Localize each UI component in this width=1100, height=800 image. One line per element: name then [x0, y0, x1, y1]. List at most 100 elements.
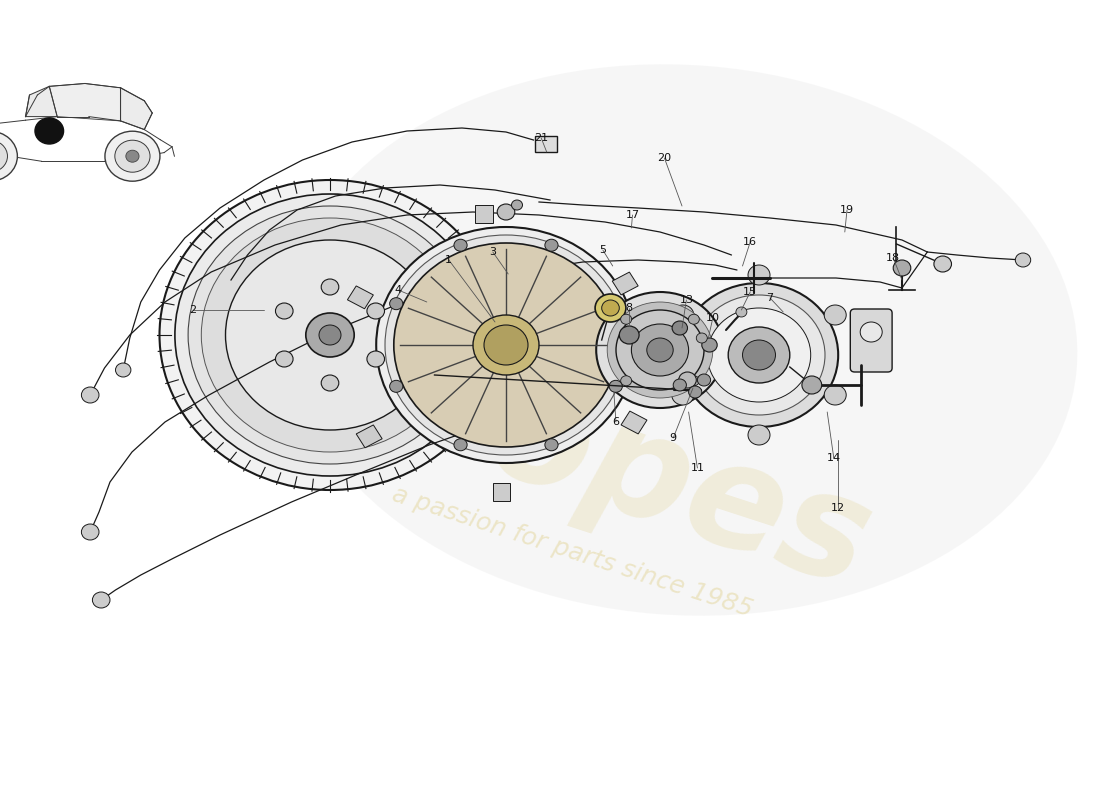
- Circle shape: [616, 310, 704, 390]
- Text: a passion for parts since 1985: a passion for parts since 1985: [388, 482, 756, 622]
- Circle shape: [376, 227, 636, 463]
- Circle shape: [736, 307, 747, 317]
- Circle shape: [748, 265, 770, 285]
- Circle shape: [602, 300, 619, 316]
- Circle shape: [693, 295, 825, 415]
- Circle shape: [92, 592, 110, 608]
- Circle shape: [619, 326, 639, 344]
- Circle shape: [544, 438, 558, 450]
- Circle shape: [620, 314, 631, 324]
- Circle shape: [201, 218, 459, 452]
- Circle shape: [81, 524, 99, 540]
- Circle shape: [484, 325, 528, 365]
- Circle shape: [647, 338, 673, 362]
- Circle shape: [125, 150, 139, 162]
- Circle shape: [748, 425, 770, 445]
- Text: 17: 17: [626, 210, 639, 220]
- Circle shape: [385, 235, 627, 455]
- Circle shape: [616, 310, 704, 390]
- Circle shape: [512, 200, 522, 210]
- Circle shape: [394, 243, 618, 447]
- Text: 5: 5: [600, 245, 606, 255]
- Circle shape: [389, 380, 403, 392]
- Circle shape: [1015, 253, 1031, 267]
- Polygon shape: [121, 88, 152, 130]
- Circle shape: [497, 204, 515, 220]
- Circle shape: [595, 294, 626, 322]
- Circle shape: [679, 372, 696, 388]
- Circle shape: [642, 334, 678, 366]
- Text: 21: 21: [535, 133, 548, 143]
- Text: 20: 20: [658, 153, 671, 163]
- Circle shape: [104, 131, 160, 182]
- Circle shape: [934, 256, 952, 272]
- Circle shape: [634, 326, 686, 374]
- FancyBboxPatch shape: [850, 309, 892, 372]
- Circle shape: [860, 322, 882, 342]
- Circle shape: [609, 380, 623, 392]
- Circle shape: [824, 385, 846, 405]
- Circle shape: [672, 305, 694, 325]
- Text: 9: 9: [670, 433, 676, 443]
- Text: 12: 12: [832, 503, 845, 513]
- Circle shape: [275, 351, 293, 367]
- Circle shape: [680, 283, 838, 427]
- Circle shape: [319, 325, 341, 345]
- Text: 11: 11: [691, 463, 704, 473]
- Circle shape: [275, 303, 293, 319]
- Polygon shape: [25, 86, 57, 117]
- Circle shape: [160, 180, 501, 490]
- Circle shape: [672, 321, 688, 335]
- Circle shape: [116, 363, 131, 377]
- Bar: [493, 483, 510, 501]
- Circle shape: [824, 305, 846, 325]
- Circle shape: [625, 318, 695, 382]
- Bar: [348, 286, 373, 309]
- Text: 7: 7: [767, 293, 773, 303]
- Circle shape: [454, 239, 467, 251]
- Circle shape: [702, 338, 717, 352]
- Circle shape: [742, 340, 775, 370]
- Circle shape: [689, 314, 700, 324]
- Circle shape: [707, 308, 811, 402]
- Text: 18: 18: [887, 253, 900, 263]
- Circle shape: [114, 140, 150, 172]
- Circle shape: [697, 374, 711, 386]
- Circle shape: [473, 315, 539, 375]
- Circle shape: [321, 279, 339, 295]
- Circle shape: [689, 386, 702, 398]
- Text: europes: europes: [212, 278, 888, 618]
- Text: 13: 13: [680, 295, 693, 305]
- Bar: [475, 205, 493, 223]
- Circle shape: [689, 376, 700, 386]
- Circle shape: [673, 379, 686, 391]
- Circle shape: [81, 387, 99, 403]
- Circle shape: [0, 131, 18, 182]
- Circle shape: [544, 239, 558, 251]
- Circle shape: [631, 324, 689, 376]
- Text: 15: 15: [744, 287, 757, 297]
- Circle shape: [672, 385, 694, 405]
- Text: 8: 8: [626, 303, 632, 313]
- Ellipse shape: [287, 64, 1077, 616]
- Circle shape: [306, 313, 354, 357]
- Bar: [613, 272, 638, 295]
- Circle shape: [454, 438, 467, 450]
- Circle shape: [321, 375, 339, 391]
- Circle shape: [0, 140, 8, 172]
- Text: 2: 2: [189, 305, 196, 315]
- Bar: [356, 425, 382, 448]
- Circle shape: [696, 333, 707, 343]
- Text: 16: 16: [744, 237, 757, 247]
- Circle shape: [35, 118, 64, 144]
- Text: 10: 10: [706, 313, 719, 323]
- Polygon shape: [50, 83, 121, 121]
- Text: 14: 14: [827, 453, 840, 463]
- Circle shape: [226, 240, 434, 430]
- Circle shape: [188, 206, 472, 464]
- Circle shape: [620, 376, 631, 386]
- Text: 4: 4: [395, 285, 402, 295]
- Text: 3: 3: [490, 247, 496, 257]
- Circle shape: [802, 376, 822, 394]
- Circle shape: [607, 302, 713, 398]
